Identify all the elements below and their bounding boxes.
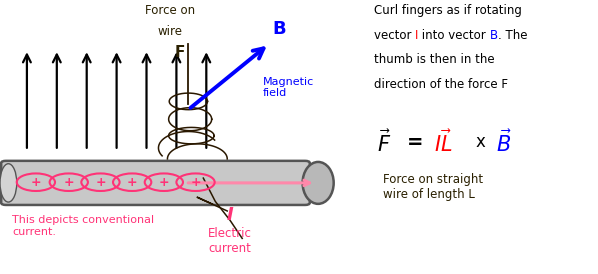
Text: +: +: [30, 176, 41, 189]
Text: x: x: [475, 133, 486, 152]
Text: B: B: [490, 29, 498, 42]
Text: +: +: [190, 176, 201, 189]
Text: +: +: [63, 176, 74, 189]
Text: Force on: Force on: [145, 4, 196, 17]
Text: wire: wire: [158, 25, 183, 38]
Text: F: F: [174, 45, 185, 60]
Text: direction of the force F: direction of the force F: [374, 78, 508, 91]
Text: $\vec{\mathbf{\mathit{F}}}$: $\vec{\mathbf{\mathit{F}}}$: [377, 129, 391, 156]
Text: This depicts conventional
current.: This depicts conventional current.: [12, 215, 154, 237]
Text: +: +: [95, 176, 106, 189]
Text: I: I: [227, 206, 234, 224]
Text: thumb is then in the: thumb is then in the: [374, 53, 495, 66]
Text: $\vec{\mathbf{\mathit{B}}}$: $\vec{\mathbf{\mathit{B}}}$: [496, 129, 512, 156]
Text: Curl fingers as if rotating: Curl fingers as if rotating: [374, 4, 521, 17]
Text: I: I: [415, 29, 419, 42]
Text: vector: vector: [374, 29, 415, 42]
Text: +: +: [127, 176, 138, 189]
Text: =: =: [407, 133, 423, 152]
Text: . The: . The: [498, 29, 527, 42]
Text: $\vec{\mathbf{\mathit{IL}}}$: $\vec{\mathbf{\mathit{IL}}}$: [434, 129, 452, 156]
Text: B: B: [272, 20, 286, 38]
Text: Force on straight
wire of length L: Force on straight wire of length L: [383, 173, 483, 201]
Text: Magnetic
field: Magnetic field: [263, 77, 315, 98]
Ellipse shape: [0, 164, 17, 202]
Text: Electric
current: Electric current: [208, 227, 252, 255]
Text: into vector: into vector: [419, 29, 490, 42]
Text: +: +: [158, 176, 169, 189]
FancyBboxPatch shape: [1, 161, 310, 205]
Ellipse shape: [303, 162, 334, 204]
